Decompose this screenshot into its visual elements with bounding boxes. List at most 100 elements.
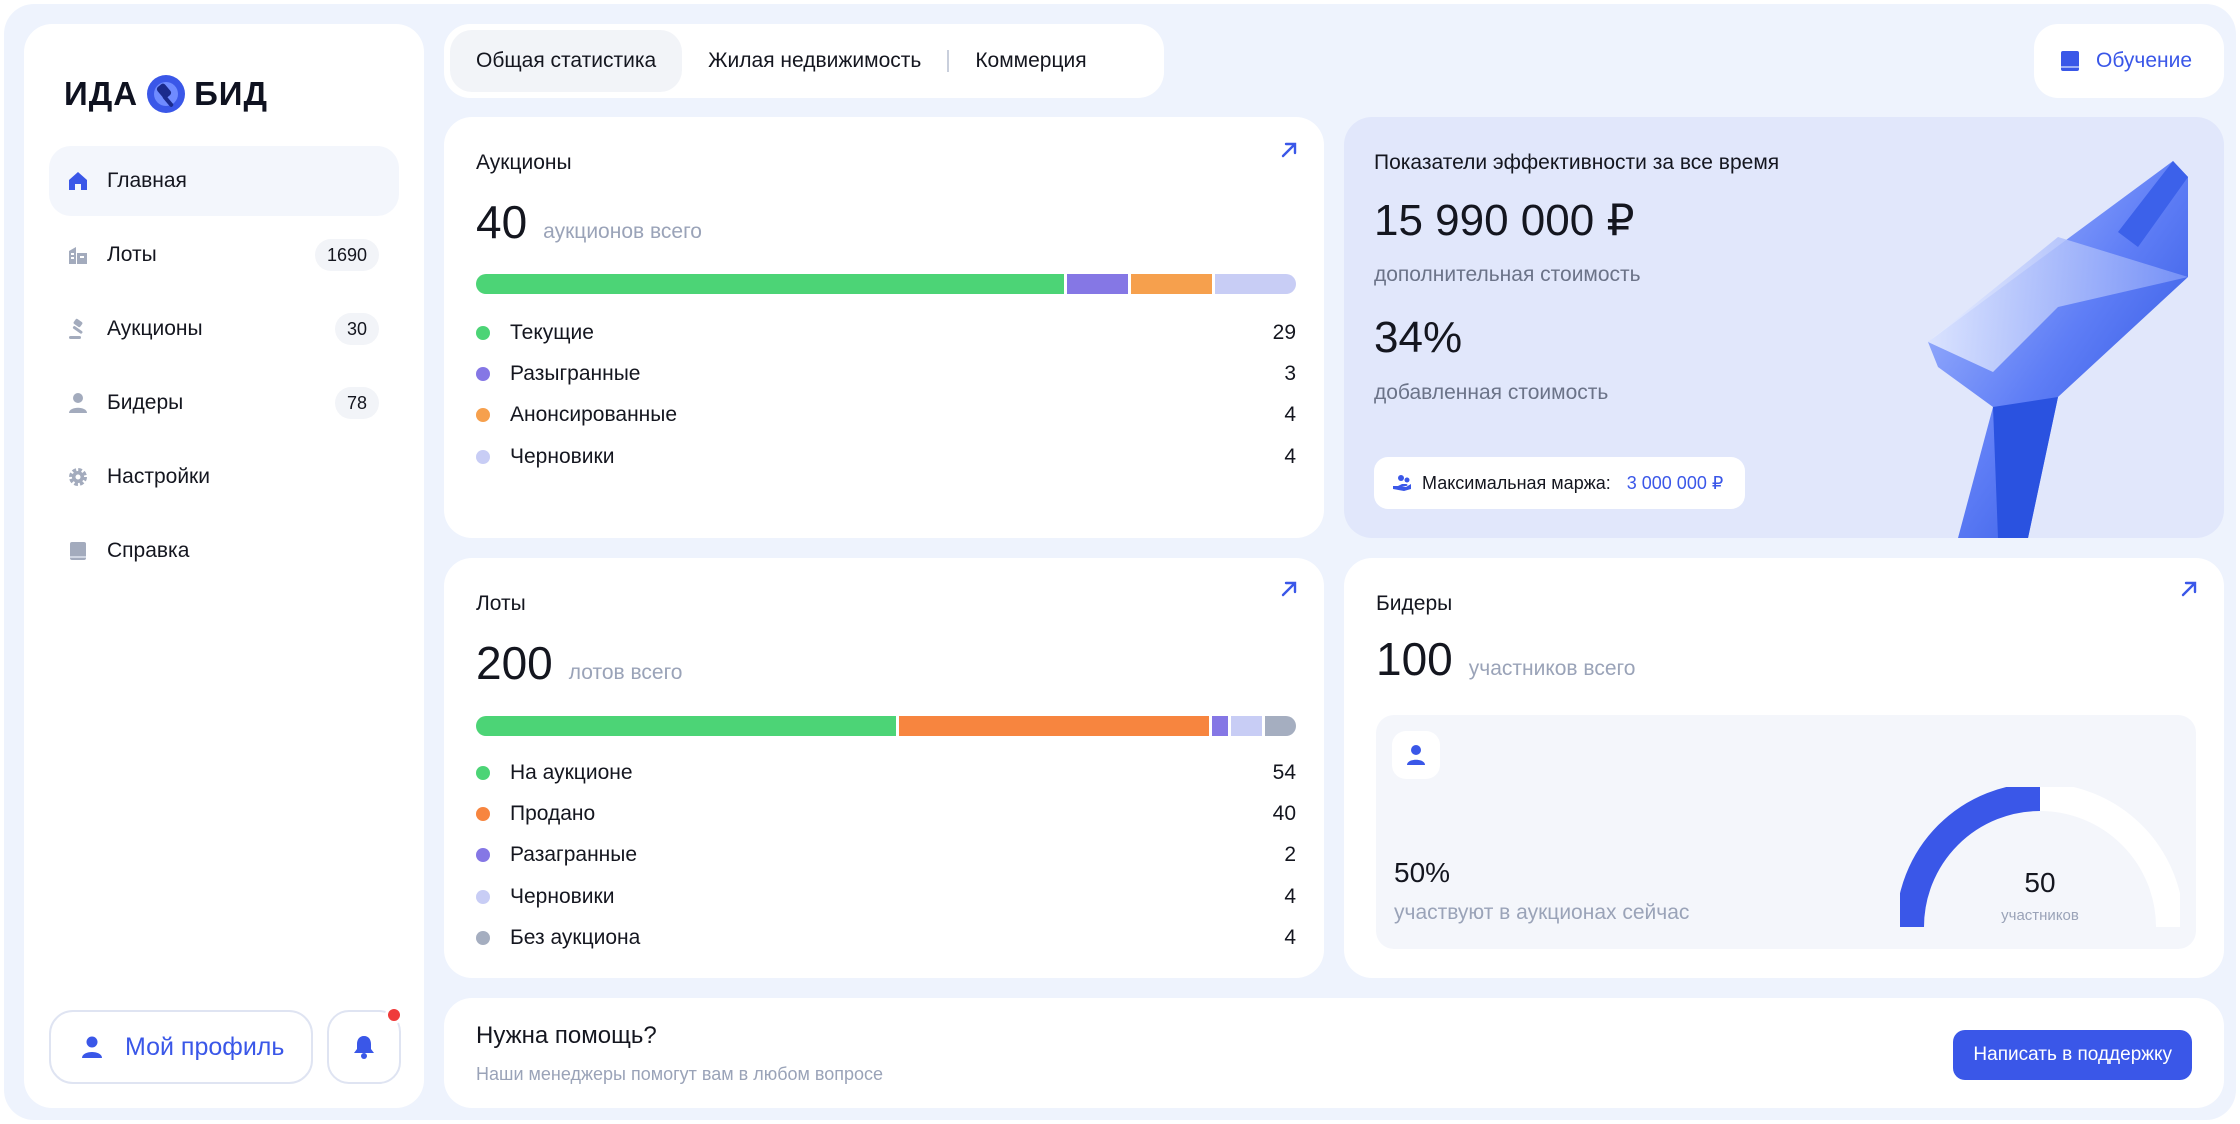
gauge-label: участников <box>2001 907 2079 924</box>
gear-icon <box>69 468 87 486</box>
status-bar-segment <box>476 274 1064 294</box>
gavel-icon <box>69 318 83 339</box>
sidebar-item-label: Аукционы <box>107 317 203 340</box>
sidebar-item-settings[interactable]: Настройки <box>49 442 399 512</box>
legend-dot <box>476 408 490 423</box>
bidders-activity-panel: 50% участвуют в аукционах сейчас 50 учас… <box>1376 715 2196 949</box>
tab-divider <box>947 50 950 72</box>
legend-row: Анонсированные 4 <box>476 395 1296 436</box>
additional-value-label: дополнительная стоимость <box>1374 263 1641 286</box>
learning-label: Обучение <box>2096 49 2193 72</box>
bidders-title: Бидеры <box>1376 592 1453 615</box>
additional-value: 15 990 000 ₽ <box>1374 196 1635 245</box>
tab-overall-stats[interactable]: Общая статистика <box>450 30 683 92</box>
auctions-legend: Текущие 29 Разыгранные 3 Анонсированные 4 Черн… <box>476 312 1296 477</box>
sidebar: ИДА БИД Главная Лоты 1690 Аукционы <box>24 24 424 1108</box>
legend-label: Черновики <box>510 444 615 468</box>
sidebar-item-lots[interactable]: Лоты 1690 <box>49 220 399 290</box>
legend-label: Разыгранные <box>510 361 641 385</box>
book-icon <box>70 542 86 560</box>
tab-bar: Общая статистика Жилая недвижимость Комм… <box>444 24 1164 98</box>
legend-row: Разагранные 2 <box>476 835 1296 876</box>
user-icon <box>82 1036 102 1058</box>
user-icon <box>1407 745 1425 765</box>
sidebar-item-label: Бидеры <box>107 391 184 414</box>
tab-residential[interactable]: Жилая недвижимость <box>708 49 922 72</box>
sidebar-item-count-badge: 1690 <box>314 239 379 271</box>
legend-dot <box>476 889 490 904</box>
status-bar-segment <box>1264 716 1296 736</box>
lightning-bolt-illustration <box>1928 161 2188 538</box>
sidebar-item-label: Справка <box>107 539 190 562</box>
legend-value: 4 <box>1284 403 1296 427</box>
sidebar-item-bidders[interactable]: Бидеры 78 <box>49 368 399 438</box>
gauge-value: 50 <box>2024 867 2056 898</box>
help-banner: Нужна помощь? Наши менеджеры помогут вам… <box>444 998 2224 1108</box>
active-percent-label: участвуют в аукционах сейчас <box>1394 901 1690 924</box>
status-bar-segment <box>476 716 896 736</box>
auctions-card: Аукционы 40 аукционов всего Текущие 29 Раз… <box>444 117 1324 538</box>
legend-value: 2 <box>1284 843 1296 867</box>
auctions-status-bar <box>476 274 1296 294</box>
added-value-percent: 34% <box>1374 313 1463 362</box>
sidebar-item-auctions[interactable]: Аукционы 30 <box>49 294 399 364</box>
open-arrow-icon[interactable] <box>2178 578 2200 600</box>
sidebar-nav: Главная Лоты 1690 Аукционы 30 Бидеры 78 … <box>49 146 399 590</box>
status-bar-segment <box>1130 274 1212 294</box>
auctions-total-label: аукционов всего <box>543 220 702 243</box>
lots-total-label: лотов всего <box>568 661 683 684</box>
legend-dot <box>476 806 490 821</box>
learning-button[interactable]: Обучение <box>2034 24 2224 98</box>
legend-row: На аукционе 54 <box>476 752 1296 793</box>
open-arrow-icon[interactable] <box>1278 139 1300 161</box>
logo[interactable]: ИДА БИД <box>64 58 268 130</box>
legend-row: Продано 40 <box>476 793 1296 834</box>
legend-value: 4 <box>1284 925 1296 949</box>
my-profile-label: Мой профиль <box>125 1032 285 1061</box>
legend-dot <box>476 848 490 863</box>
auctions-title: Аукционы <box>476 151 572 174</box>
my-profile-button[interactable]: Мой профиль <box>49 1010 313 1084</box>
sidebar-item-count-badge: 78 <box>334 387 379 419</box>
active-percent: 50% <box>1394 857 1451 888</box>
legend-value: 40 <box>1272 801 1296 825</box>
sidebar-item-home[interactable]: Главная <box>49 146 399 216</box>
legend-value: 54 <box>1272 760 1296 784</box>
contact-support-button[interactable]: Написать в поддержку <box>1953 1030 2192 1080</box>
status-bar-segment <box>1214 274 1296 294</box>
status-bar-segment <box>1230 716 1262 736</box>
open-arrow-icon[interactable] <box>1278 578 1300 600</box>
legend-dot <box>476 449 490 464</box>
max-margin-label: Максимальная маржа: <box>1422 472 1611 493</box>
user-icon <box>69 393 87 413</box>
participants-gauge <box>1900 787 2180 928</box>
hand-coins-icon <box>1393 475 1411 491</box>
status-bar-segment <box>898 716 1210 736</box>
sidebar-item-label: Главная <box>107 169 187 192</box>
legend-value: 3 <box>1284 361 1296 385</box>
legend-dot <box>476 366 490 381</box>
efficiency-title: Показатели эффективности за все время <box>1374 151 1780 174</box>
legend-row: Текущие 29 <box>476 312 1296 353</box>
lots-total: 200 лотов всего <box>476 636 683 690</box>
legend-label: Без аукциона <box>510 925 641 949</box>
legend-value: 4 <box>1284 444 1296 468</box>
help-subtitle: Наши менеджеры помогут вам в любом вопро… <box>476 1064 884 1084</box>
bidders-total-label: участников всего <box>1468 657 1636 680</box>
legend-label: Разагранные <box>510 843 638 867</box>
legend-label: Продано <box>510 801 596 825</box>
legend-label: Черновики <box>510 884 615 908</box>
sidebar-item-label: Лоты <box>107 243 157 266</box>
legend-dot <box>476 765 490 780</box>
home-icon <box>69 172 87 190</box>
book-icon <box>2061 51 2079 71</box>
legend-label: Анонсированные <box>510 403 678 427</box>
legend-label: Текущие <box>510 320 594 344</box>
sidebar-item-help[interactable]: Справка <box>49 516 399 586</box>
logo-text-left: ИДА <box>64 75 139 112</box>
gauge-fill <box>1900 787 2041 928</box>
status-bar-segment <box>1066 274 1128 294</box>
tab-commercial[interactable]: Коммерция <box>975 49 1087 72</box>
lots-status-bar <box>476 716 1296 736</box>
notifications-button[interactable] <box>327 1006 403 1084</box>
